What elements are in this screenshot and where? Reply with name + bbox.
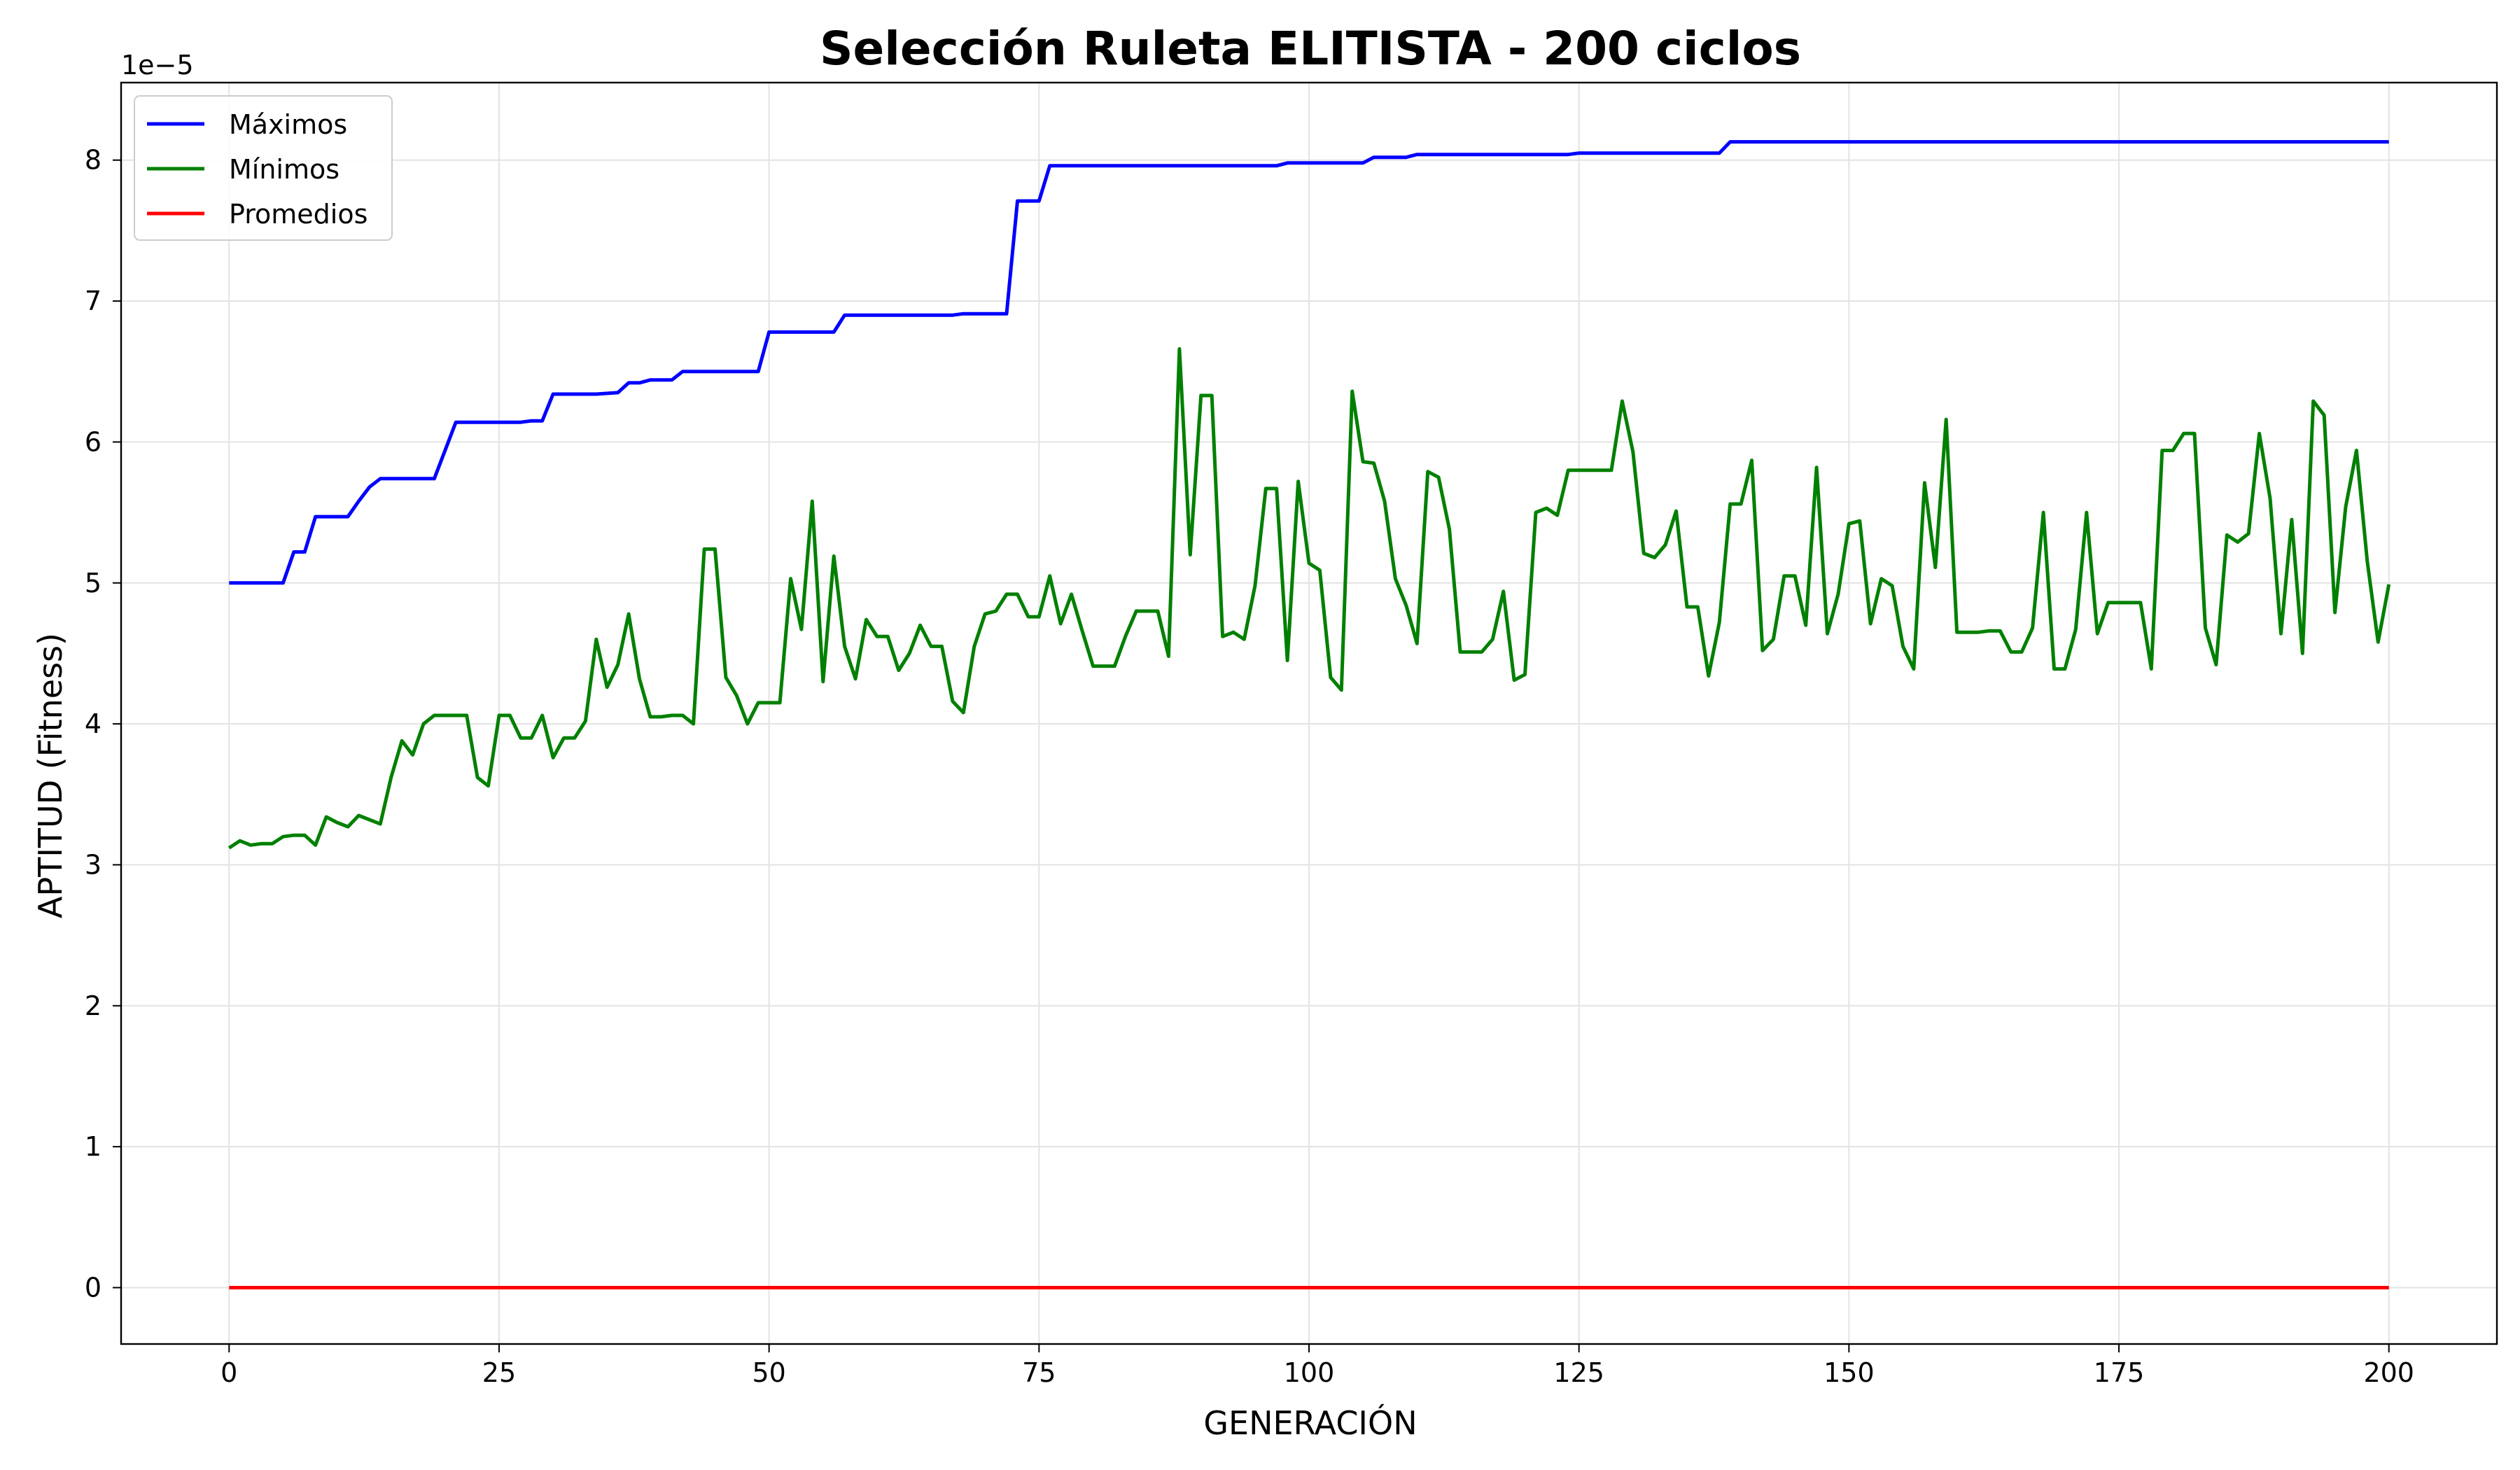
y-axis-offset-label: 1e−5 (121, 50, 194, 80)
y-tick-label: 5 (85, 568, 102, 598)
legend-label: Mínimos (229, 154, 340, 185)
series-line-máximos (229, 140, 2389, 585)
legend: Máximos Mínimos Promedios (134, 95, 393, 241)
x-tick-label: 150 (1823, 1357, 1875, 1388)
x-tick-label: 175 (2094, 1357, 2145, 1388)
x-tick-label: 200 (2363, 1357, 2414, 1388)
legend-label: Promedios (229, 199, 368, 230)
legend-box (134, 95, 393, 241)
y-tick-label: 6 (85, 426, 102, 457)
y-tick-label: 7 (85, 286, 102, 316)
y-tick-label: 3 (85, 849, 102, 880)
x-tick-label: 50 (752, 1357, 785, 1388)
x-tick-label: 100 (1284, 1357, 1335, 1388)
x-tick-label: 125 (1553, 1357, 1604, 1388)
x-tick-label: 25 (482, 1357, 516, 1388)
y-tick-label: 4 (85, 708, 102, 739)
x-tick-label: 0 (220, 1357, 237, 1388)
axis-ticks: 0 25 50 75 100 125 150 175 200 0 1 2 3 4 5 6 7 8 (85, 145, 2414, 1388)
chart-title: Selección Ruleta ELITISTA - 200 ciclos (820, 22, 1801, 76)
series-lines (227, 140, 2391, 1289)
series-line-mínimos (227, 347, 2391, 850)
y-tick-label: 0 (85, 1272, 102, 1303)
x-axis-label: GENERACIÓN (1203, 1404, 1417, 1442)
y-axis-label: APTITUD (Fitness) (31, 633, 69, 918)
y-tick-label: 1 (85, 1131, 102, 1162)
legend-label: Máximos (229, 109, 347, 140)
x-tick-label: 75 (1022, 1357, 1056, 1388)
y-tick-label: 2 (85, 990, 102, 1021)
y-tick-label: 8 (85, 145, 102, 176)
